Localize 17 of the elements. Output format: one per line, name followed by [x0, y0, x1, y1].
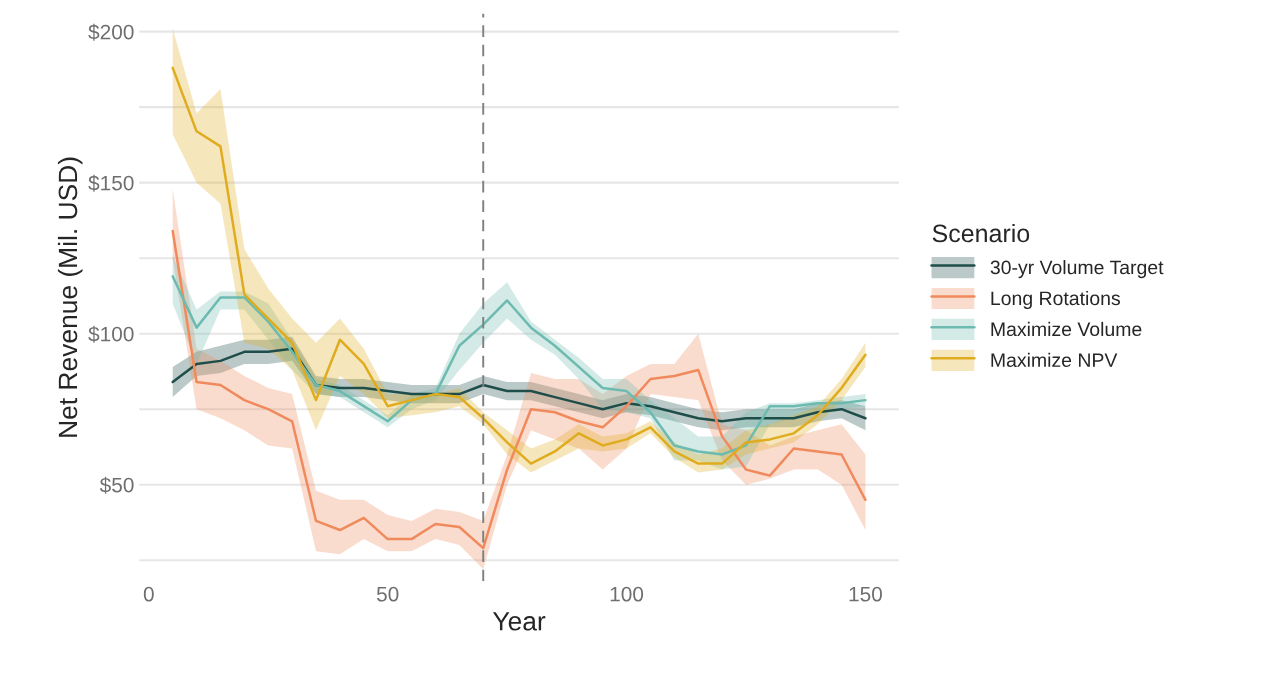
- x-tick-label: 100: [610, 586, 644, 602]
- y-tick-label: $150: [88, 174, 134, 192]
- legend-label: 30-yr Volume Target: [990, 260, 1164, 279]
- x-tick-label: 150: [849, 586, 882, 602]
- x-tick-label: 50: [376, 586, 399, 602]
- x-axis-title: Year: [492, 612, 546, 631]
- legend-label: Maximize Volume: [991, 321, 1142, 337]
- legend-label: Long Rotations: [991, 290, 1120, 310]
- legend-title: Scenario: [932, 223, 1030, 243]
- y-tick-label: $50: [99, 476, 134, 494]
- x-tick-label: 0: [143, 586, 154, 602]
- line-series: [171, 275, 867, 456]
- line-series: [171, 229, 867, 550]
- y-tick-label: $200: [88, 23, 134, 41]
- y-axis-title: Net Revenue (Mil. USD): [57, 157, 83, 437]
- legend-label: Maximize NPV: [991, 352, 1118, 368]
- y-tick-label: $100: [88, 325, 134, 343]
